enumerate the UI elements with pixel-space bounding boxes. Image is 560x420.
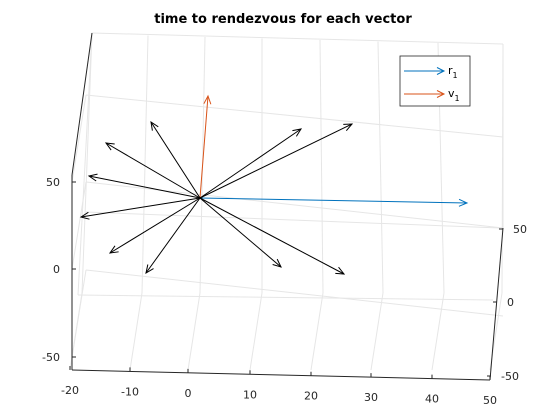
tick-labels: -20 -10 0 10 20 30 40 50 50 0 -50 50 0 -50 [42, 176, 527, 407]
legend-label: r1 [448, 64, 458, 80]
x-tick-label: -10 [121, 385, 139, 398]
black-arrow [104, 142, 201, 199]
x-tick-label: 40 [425, 393, 439, 406]
grid [69, 32, 504, 371]
arrows [79, 94, 469, 275]
x-tick-label: 0 [185, 387, 192, 400]
black-arrow [79, 197, 201, 220]
x-tick-label: -20 [61, 384, 79, 397]
black-arrow [150, 120, 201, 199]
legend-box [399, 55, 471, 107]
r1-arrow [199, 197, 469, 207]
legend-label: v1 [448, 87, 460, 103]
x-tick-label: 10 [243, 388, 257, 401]
y-tick-label: 50 [513, 223, 527, 236]
legend-entry: r1 [404, 64, 458, 80]
black-arrow [199, 123, 354, 199]
z-tick-label: -50 [42, 351, 60, 364]
y-tick-label: -50 [501, 370, 519, 383]
black-arrow [108, 197, 201, 254]
black-arrow [199, 197, 282, 268]
legend-entry: v1 [404, 87, 460, 103]
black-arrow [145, 197, 201, 275]
chart-title: time to rendezvous for each vector [154, 12, 412, 27]
x-tick-label: 20 [304, 390, 318, 403]
black-arrow [199, 197, 346, 275]
x-tick-label: 50 [483, 394, 497, 407]
black-arrow [199, 128, 303, 199]
z-tick-label: 50 [46, 176, 60, 189]
y-tick-label: 0 [507, 296, 514, 309]
z-tick-label: 0 [53, 263, 60, 276]
x-tick-label: 30 [364, 391, 378, 404]
axes [69, 32, 504, 381]
v1-arrow [199, 94, 212, 199]
black-arrow [87, 173, 201, 199]
